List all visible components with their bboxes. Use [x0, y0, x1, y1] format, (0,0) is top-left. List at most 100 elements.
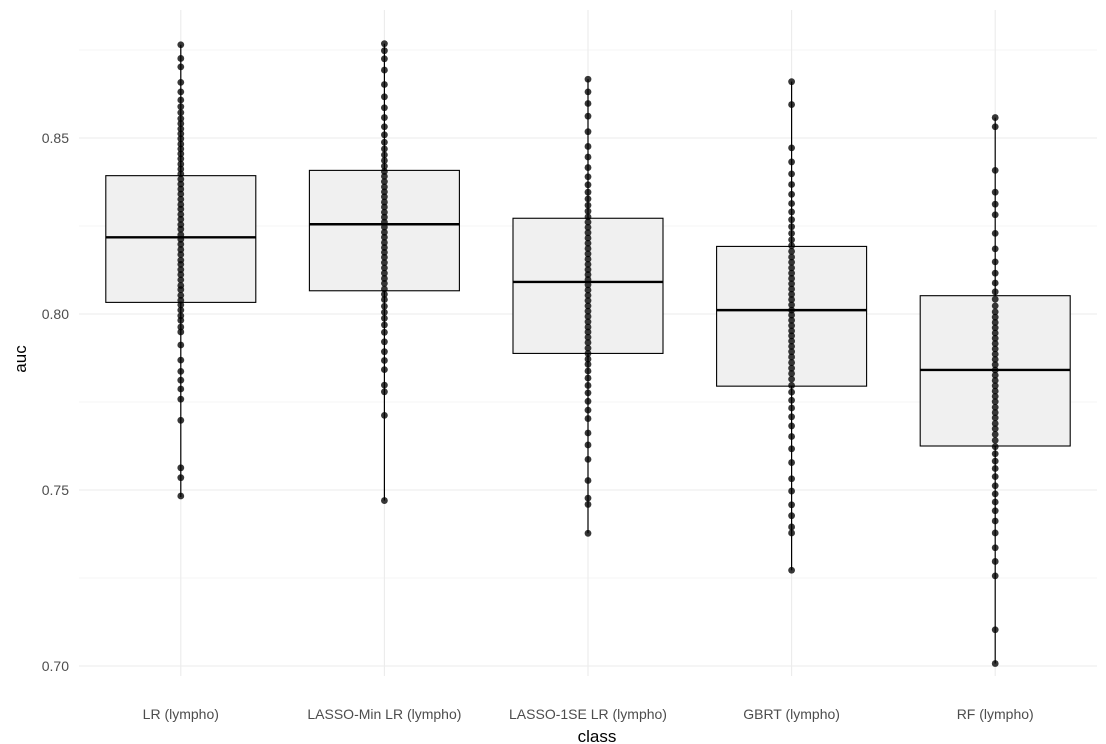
data-point: [584, 406, 592, 414]
data-point: [991, 425, 999, 433]
data-point: [381, 223, 388, 231]
data-point: [177, 130, 185, 138]
data-point: [177, 160, 185, 168]
data-point: [788, 445, 795, 453]
data-point: [991, 188, 999, 196]
data-point: [381, 40, 388, 48]
data-point: [584, 153, 592, 161]
data-point: [584, 234, 592, 242]
data-point: [177, 328, 185, 336]
data-point: [584, 291, 592, 299]
data-point: [584, 360, 592, 368]
data-point: [381, 47, 388, 55]
data-point: [788, 422, 795, 430]
data-point: [991, 288, 999, 296]
data-point: [177, 221, 185, 228]
data-point: [788, 512, 795, 520]
data-point: [991, 507, 999, 515]
data-point: [584, 318, 592, 326]
data-point: [788, 290, 795, 298]
data-point: [381, 123, 388, 131]
data-point: [381, 388, 388, 396]
data-point: [584, 224, 592, 231]
data-point: [788, 433, 795, 440]
data-point: [788, 253, 795, 261]
data-point: [177, 96, 185, 104]
data-point: [381, 93, 388, 101]
data-point: [381, 296, 388, 303]
y-axis-ticks: 0.70 0.75 0.80 0.85: [42, 130, 69, 674]
data-point: [991, 414, 999, 422]
data-point: [381, 198, 388, 206]
data-point: [788, 364, 795, 372]
data-point: [788, 413, 795, 421]
y-tick-label: 0.85: [42, 130, 69, 146]
data-point: [991, 361, 999, 369]
data-point: [381, 55, 388, 63]
data-point: [991, 211, 999, 219]
data-point: [991, 258, 999, 266]
x-axis-title: class: [578, 727, 617, 744]
data-point: [381, 162, 388, 170]
data-point: [381, 114, 388, 121]
data-point: [177, 41, 185, 49]
data-point: [584, 100, 592, 107]
data-point: [381, 151, 388, 159]
data-point: [177, 185, 185, 193]
data-point: [991, 114, 999, 121]
data-point: [177, 474, 185, 482]
data-point: [584, 355, 592, 363]
data-point: [584, 307, 592, 315]
data-point: [991, 229, 999, 237]
data-point: [584, 501, 592, 508]
data-point: [991, 420, 999, 427]
data-point: [381, 233, 388, 241]
data-point: [991, 382, 999, 390]
data-point: [584, 239, 592, 247]
data-point: [177, 150, 185, 158]
data-point: [788, 322, 795, 330]
data-point: [381, 264, 388, 272]
data-point: [381, 302, 388, 310]
data-point: [788, 247, 795, 255]
data-point: [177, 306, 185, 314]
data-point: [788, 311, 795, 319]
data-point: [177, 240, 185, 248]
x-axis-ticks: LR (lympho) LASSO-Min LR (lympho) LASSO-1S…: [143, 706, 1034, 722]
data-point: [177, 356, 185, 364]
data-point: [381, 172, 388, 180]
data-point: [788, 190, 795, 198]
y-tick-label: 0.75: [42, 482, 69, 498]
data-point: [584, 266, 592, 274]
data-point: [584, 75, 592, 83]
data-point: [177, 296, 185, 304]
data-point: [177, 367, 185, 375]
data-point: [991, 450, 999, 458]
data-point: [584, 250, 592, 258]
data-point: [177, 201, 185, 208]
data-point: [991, 473, 999, 481]
data-point: [381, 208, 388, 216]
data-point: [584, 112, 592, 120]
data-point: [381, 239, 388, 246]
data-point: [991, 517, 999, 525]
data-point: [177, 492, 185, 500]
data-point: [991, 572, 999, 580]
data-point: [788, 158, 795, 166]
data-point: [991, 377, 999, 384]
data-point: [788, 348, 795, 356]
data-point: [991, 200, 999, 208]
data-point: [177, 464, 185, 472]
data-point: [991, 482, 999, 490]
data-point: [991, 350, 999, 358]
data-point: [788, 181, 795, 188]
data-point: [584, 302, 592, 310]
data-point: [381, 357, 388, 364]
data-point: [381, 168, 388, 175]
y-tick-label: 0.70: [42, 658, 69, 674]
data-point: [788, 475, 795, 483]
data-point: [381, 145, 388, 153]
data-point: [991, 295, 999, 303]
data-point: [788, 375, 795, 383]
data-point: [584, 389, 592, 397]
